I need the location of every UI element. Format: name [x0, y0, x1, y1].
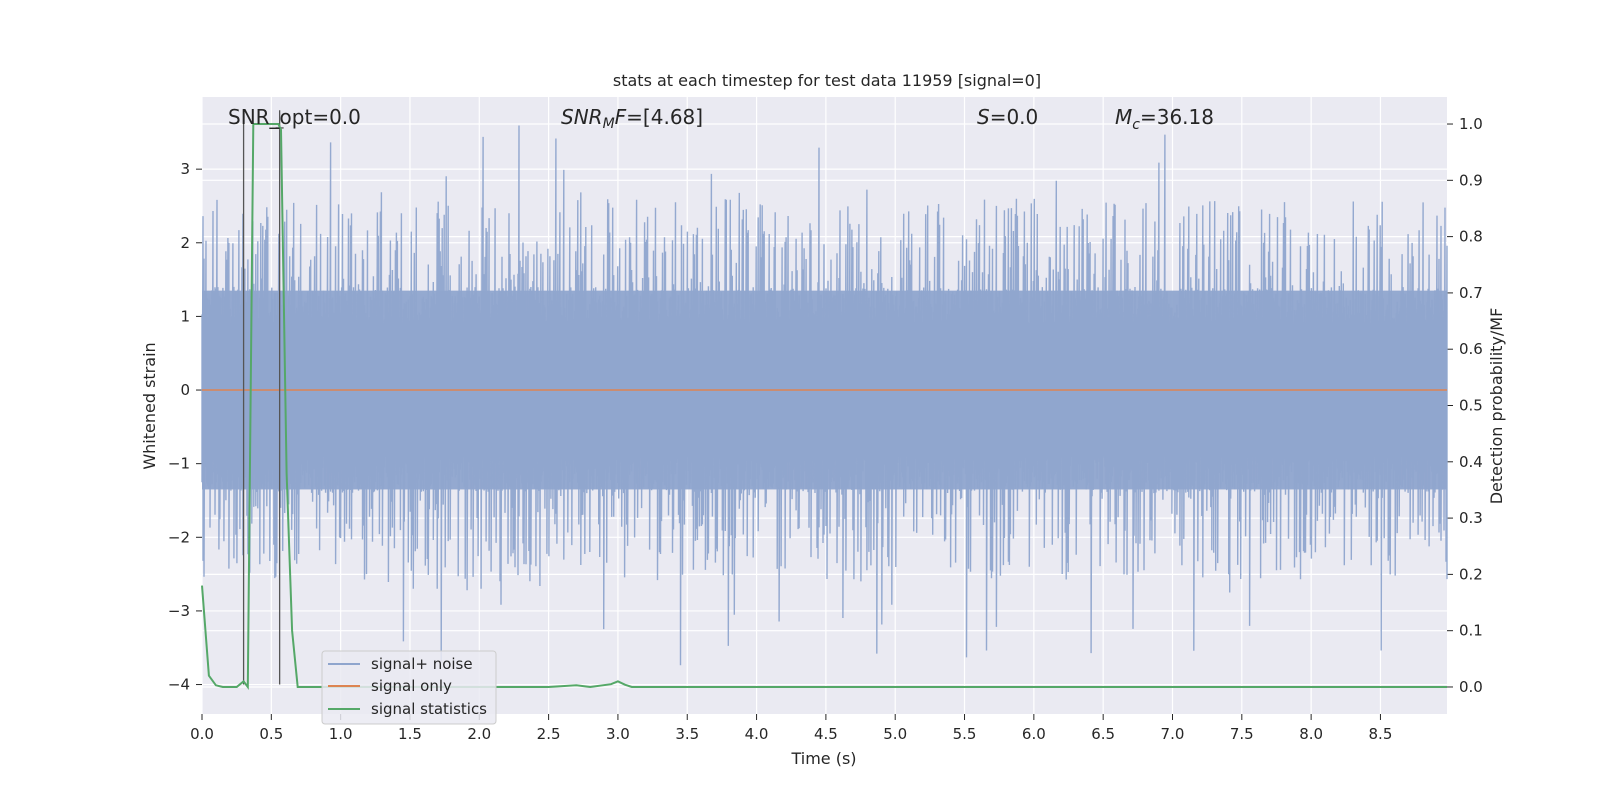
annotation-snr-opt: SNR_opt=0.0 [228, 105, 361, 129]
mc-value: =36.18 [1140, 105, 1214, 129]
y2-tick-label: 0.8 [1459, 228, 1483, 246]
legend-label-signal-only: signal only [371, 677, 452, 695]
y2-tick-label: 0.6 [1459, 340, 1483, 358]
x-tick-label: 4.5 [814, 725, 838, 743]
snr-mf-var2: F [615, 105, 627, 129]
lines-layer [201, 110, 1447, 691]
annotation-snr-mf: SNRMF=[4.68] [561, 105, 703, 132]
x-tick-label: 1.0 [329, 725, 353, 743]
x-tick-label: 8.5 [1369, 725, 1393, 743]
y2-tick-labels: 0.0 0.1 0.2 0.3 0.4 0.5 0.6 0.7 0.8 0.9 1.0 [1459, 115, 1483, 696]
y2-tick-label: 0.5 [1459, 397, 1483, 415]
chart-title: stats at each timestep for test data 119… [613, 71, 1041, 90]
s-var: S [977, 105, 990, 129]
y2-tick-label: 0.0 [1459, 678, 1483, 696]
y-tick-label: 2 [180, 234, 190, 252]
y2-tick-label: 0.9 [1459, 171, 1483, 189]
y-tick-label: 1 [180, 307, 190, 325]
x-tick-label: 1.5 [398, 725, 422, 743]
legend: signal+ noise signal only signal statist… [321, 650, 497, 725]
x-tick-label: 5.5 [953, 725, 977, 743]
noise-trace [201, 125, 1448, 666]
x-tick-label: 8.0 [1299, 725, 1323, 743]
y-tick-label: −2 [168, 528, 190, 546]
y2-tick-label: 0.3 [1459, 509, 1483, 527]
series-signal-statistics [201, 123, 1447, 691]
x-tick-label: 2.0 [467, 725, 491, 743]
x-tick-label: 4.0 [745, 725, 769, 743]
snr-mf-sub: M [603, 116, 615, 132]
y-tick-labels: −4 −3 −2 −1 0 1 2 3 [168, 160, 190, 693]
x-axis-label: Time (s) [790, 749, 856, 768]
x-tick-label: 5.0 [883, 725, 907, 743]
y2-tick-label: 0.1 [1459, 622, 1483, 640]
legend-label-noise: signal+ noise [371, 655, 473, 673]
x-tick-label: 3.0 [606, 725, 630, 743]
y-tick-label: −4 [168, 676, 190, 694]
x-tick-label: 7.0 [1161, 725, 1185, 743]
x-tick-label: 2.5 [537, 725, 561, 743]
y2-tick-label: 1.0 [1459, 115, 1483, 133]
x-tick-label: 0.5 [259, 725, 283, 743]
snr-mf-value: =[4.68] [626, 105, 703, 129]
x-tick-label: 6.0 [1022, 725, 1046, 743]
x-tick-label: 7.5 [1230, 725, 1254, 743]
y2-tick-label: 0.7 [1459, 284, 1483, 302]
annotation-mc: Mc=36.18 [1115, 105, 1214, 133]
annotation-s: S=0.0 [977, 105, 1038, 129]
y2-tick-label: 0.4 [1459, 453, 1483, 471]
y-tick-label: 3 [180, 160, 190, 178]
mc-var: M [1115, 105, 1132, 129]
s-value: =0.0 [990, 105, 1039, 129]
y-tick-label: 0 [180, 381, 190, 399]
x-tick-label: 6.5 [1091, 725, 1115, 743]
annotations: SNR_opt=0.0 SNRMF=[4.68] S=0.0 Mc=36.18 [228, 105, 1214, 133]
y2-axis-label: Detection probability/MF [1487, 308, 1506, 505]
y-tick-label: −1 [168, 455, 190, 473]
mc-sub: c [1132, 117, 1140, 133]
legend-box [321, 650, 497, 725]
y-tick-label: −3 [168, 602, 190, 620]
y2-tick-label: 0.2 [1459, 565, 1483, 583]
legend-label-statistics: signal statistics [371, 700, 487, 718]
y-axis-label: Whitened strain [140, 342, 159, 469]
x-tick-label: 0.0 [190, 725, 214, 743]
x-tick-label: 3.5 [675, 725, 699, 743]
x-tick-labels: 0.0 0.5 1.0 1.5 2.0 2.5 3.0 3.5 4.0 4.5 5.0 5.5 6.0 6… [190, 725, 1392, 743]
snr-mf-var: SNR [561, 105, 603, 129]
